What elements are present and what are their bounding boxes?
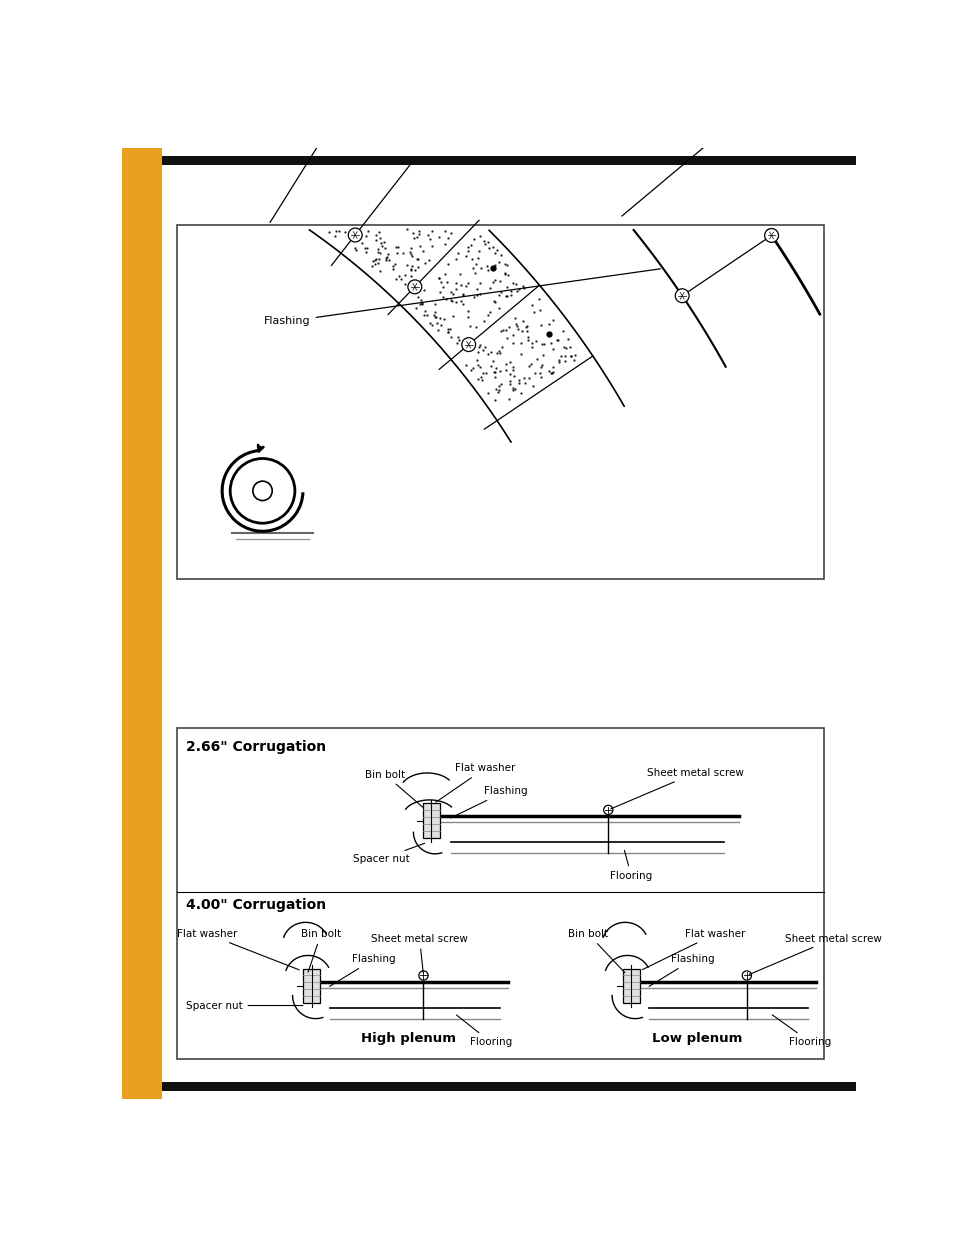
Bar xyxy=(303,968,320,1003)
Bar xyxy=(161,156,856,165)
Text: 4.00" Corrugation: 4.00" Corrugation xyxy=(186,898,326,913)
Circle shape xyxy=(675,289,688,303)
Text: Flashing: Flashing xyxy=(450,787,527,818)
Text: Flat washer: Flat washer xyxy=(641,929,745,969)
Circle shape xyxy=(764,228,778,242)
Text: Sheet metal screw: Sheet metal screw xyxy=(749,934,882,974)
Text: Flashing: Flashing xyxy=(329,955,395,987)
Text: Low plenum: Low plenum xyxy=(651,1032,741,1045)
Circle shape xyxy=(408,280,421,294)
Text: Flat washer: Flat washer xyxy=(436,763,515,803)
Text: Sheet metal screw: Sheet metal screw xyxy=(371,934,468,973)
Text: Flooring: Flooring xyxy=(610,851,652,881)
Text: Flat washer: Flat washer xyxy=(176,929,299,969)
Bar xyxy=(422,803,439,837)
Circle shape xyxy=(230,458,294,524)
Text: Flooring: Flooring xyxy=(771,1015,831,1047)
Circle shape xyxy=(253,482,272,500)
Bar xyxy=(121,148,161,1099)
Text: Flashing: Flashing xyxy=(264,269,659,326)
Circle shape xyxy=(461,337,476,352)
Bar xyxy=(177,225,823,579)
Text: 2.66" Corrugation: 2.66" Corrugation xyxy=(186,740,326,753)
Text: Flashing: Flashing xyxy=(648,955,715,987)
Text: Spacer nut: Spacer nut xyxy=(353,844,424,864)
Bar xyxy=(622,968,639,1003)
Circle shape xyxy=(603,805,612,815)
Text: Bin bolt: Bin bolt xyxy=(568,929,624,973)
Text: Flooring: Flooring xyxy=(456,1015,512,1047)
Text: Bin bolt: Bin bolt xyxy=(365,769,422,808)
Bar xyxy=(161,1082,856,1092)
Bar xyxy=(177,727,823,1060)
Text: High plenum: High plenum xyxy=(360,1032,456,1045)
Text: Bin bolt: Bin bolt xyxy=(301,929,341,972)
Circle shape xyxy=(418,971,428,981)
Circle shape xyxy=(348,228,362,242)
Text: Sheet metal screw: Sheet metal screw xyxy=(610,768,743,809)
Circle shape xyxy=(741,971,751,981)
Text: Spacer nut: Spacer nut xyxy=(186,1000,302,1010)
